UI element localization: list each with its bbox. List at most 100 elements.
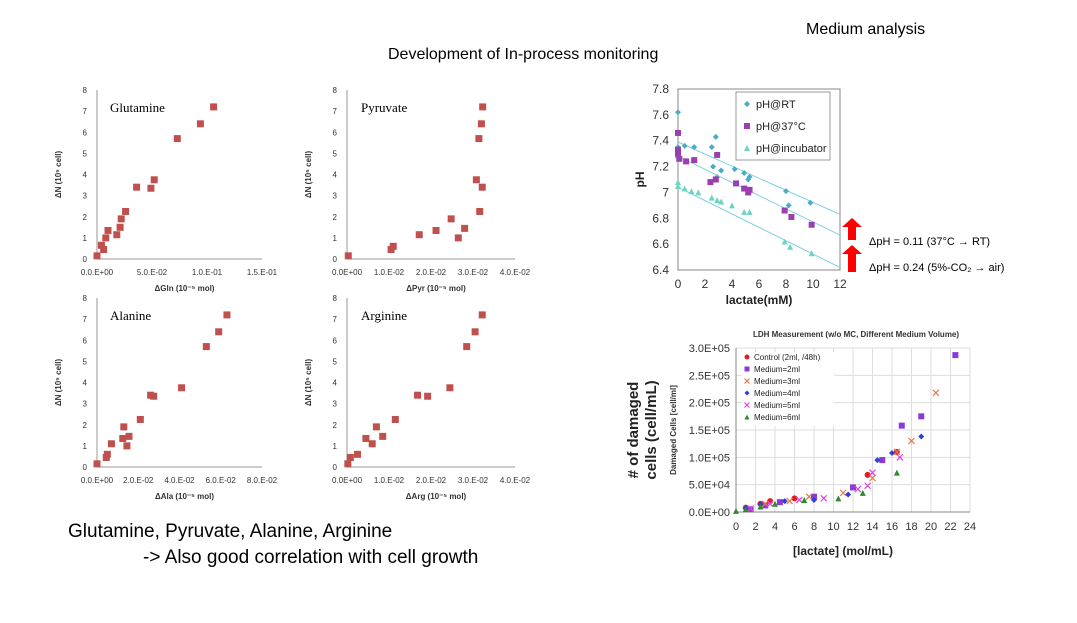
alanine-x-axis-label: ΔAla (10⁻⁵ mol) xyxy=(155,492,214,501)
ph-y-tick-label: 7.2 xyxy=(652,160,669,174)
arginine-y-tick-label: 2 xyxy=(333,421,338,430)
arginine-x-tick-label: 3.0.E-02 xyxy=(458,476,489,485)
ph-series-square-point xyxy=(675,129,681,136)
alanine-data-point xyxy=(178,384,186,392)
ldh-series-medium-2ml-point xyxy=(776,499,783,506)
ph-y-tick-label: 6.6 xyxy=(652,237,669,251)
glutamine-data-point xyxy=(133,183,141,191)
ldh-series-medium-5ml-point xyxy=(896,453,904,461)
ldh-legend-marker xyxy=(744,414,750,420)
ph-series-triangle-point xyxy=(781,238,788,245)
ph-series-square-point xyxy=(781,207,788,214)
glutamine-x-tick-label: 1.5.E-01 xyxy=(247,268,278,277)
ph-y-tick-label: 7 xyxy=(662,185,669,199)
ph-series-triangle-point xyxy=(808,250,815,257)
ldh-series-medium-4ml-point xyxy=(781,498,788,505)
pyruvate-data-point xyxy=(389,242,397,250)
ldh-x-tick-label: 14 xyxy=(866,521,878,533)
ldh-x-axis-label: [lactate] (mol/mL) xyxy=(793,544,893,558)
alanine-y-tick-label: 4 xyxy=(83,379,88,388)
glutamine-y-tick-label: 6 xyxy=(83,128,88,137)
pyruvate-y-tick-label: 0 xyxy=(333,255,338,264)
ph-x-axis-label: lactate(mM) xyxy=(726,293,793,307)
ph-x-tick-label: 0 xyxy=(675,277,682,291)
ldh-series-medium-3ml-point xyxy=(893,448,901,456)
ldh-series-medium-5ml-point xyxy=(820,494,828,502)
ldh-series-medium-5ml-point xyxy=(747,505,755,513)
alanine-data-point xyxy=(223,311,231,319)
glutamine-data-point xyxy=(102,234,110,242)
pyruvate-data-point xyxy=(454,234,462,242)
ph-legend-label: pH@RT xyxy=(756,99,796,111)
glutamine-data-point xyxy=(210,103,218,111)
ph-series-triangle-point xyxy=(718,198,725,205)
ph-series-square-point xyxy=(683,158,690,165)
arginine-y-tick-label: 0 xyxy=(333,463,338,472)
ph-legend-label: pH@incubator xyxy=(756,143,827,155)
ldh-series-medium-4ml-point xyxy=(889,449,895,456)
alanine-data-point xyxy=(93,460,101,468)
ldh-series-control-2ml-48h-point xyxy=(791,495,798,502)
pyruvate-data-point xyxy=(461,224,469,232)
pyruvate-x-axis-label: ΔPyr (10⁻⁵ mol) xyxy=(406,284,466,293)
ph-x-tick-label: 6 xyxy=(756,277,763,291)
glutamine-data-point xyxy=(116,223,124,231)
ldh-series-medium-2ml-point xyxy=(762,502,769,509)
pyruvate-x-tick-label: 0.0E+00 xyxy=(332,268,363,277)
ph-series-diamond-point xyxy=(691,144,698,151)
ph-series-triangle-point xyxy=(675,182,681,189)
ph-series-diamond-point xyxy=(708,144,715,151)
ph-series-square-point xyxy=(788,213,795,220)
alanine-y-tick-label: 1 xyxy=(83,442,88,451)
glutamine-y-tick-label: 4 xyxy=(83,171,88,180)
alanine-y-tick-label: 3 xyxy=(83,400,88,409)
alanine-data-point xyxy=(150,392,158,400)
ph-series-square-point xyxy=(741,185,748,192)
arginine-x-tick-label: 1.0.E-02 xyxy=(374,476,405,485)
ph-series-square-point xyxy=(733,180,740,187)
ph-y-axis-label: pH xyxy=(633,172,647,188)
ph-y-tick-label: 7.4 xyxy=(652,134,669,148)
ldh-x-tick-label: 8 xyxy=(811,521,817,533)
ph-series-triangle-point xyxy=(675,179,681,186)
alanine-y-tick-label: 6 xyxy=(83,336,88,345)
ph-series-diamond-point xyxy=(681,142,688,149)
red-up-arrow-icon xyxy=(842,218,862,240)
glutamine-data-point xyxy=(173,135,181,143)
alanine-plot-label: Alanine xyxy=(110,308,151,323)
pyruvate-y-tick-label: 5 xyxy=(333,149,338,158)
glutamine-data-point xyxy=(97,241,105,249)
ldh-x-tick-label: 22 xyxy=(944,521,956,533)
ph-series-diamond-point xyxy=(712,133,719,140)
ldh-y-tick-label: 1.5E+05 xyxy=(689,425,730,437)
alanine-data-point xyxy=(123,442,131,450)
pyruvate-data-point xyxy=(432,226,440,234)
note-line-2: -> Also good correlation with cell growt… xyxy=(143,547,479,568)
pyruvate-y-tick-label: 8 xyxy=(333,86,338,95)
ph-annotation-2: ΔpH = 0.24 (5%-CO₂ → air) xyxy=(869,262,1005,274)
ldh-y-axis-label: Damaged Cells [cell/ml] xyxy=(669,385,678,475)
ph-y-tick-label: 7.6 xyxy=(652,108,669,122)
ldh-series-medium-4ml-point xyxy=(811,496,817,503)
ph-series-diamond-point xyxy=(675,109,681,116)
ldh-series-medium-3ml-point xyxy=(786,497,794,505)
arginine-data-point xyxy=(446,384,454,392)
alanine-data-point xyxy=(125,432,133,440)
ph-series-triangle-point xyxy=(695,189,702,196)
pyruvate-y-tick-label: 4 xyxy=(333,171,338,180)
glutamine-data-point xyxy=(150,176,158,184)
glutamine-x-tick-label: 1.0.E-01 xyxy=(192,268,223,277)
glutamine-data-point xyxy=(113,231,121,239)
arginine-data-point xyxy=(344,460,352,468)
alanine-x-tick-label: 0.0.E+00 xyxy=(81,476,114,485)
ph-series-square-point xyxy=(675,146,681,153)
glutamine-x-tick-label: 5.0.E-02 xyxy=(137,268,168,277)
glutamine-plot-label: Glutamine xyxy=(110,100,165,115)
ldh-series-medium-6ml-point xyxy=(893,469,900,476)
ldh-series-medium-6ml-point xyxy=(835,495,842,502)
alanine-y-tick-label: 8 xyxy=(83,294,88,303)
arginine-data-point xyxy=(424,392,432,400)
pyruvate-y-tick-label: 2 xyxy=(333,213,338,222)
alanine-y-tick-label: 7 xyxy=(83,315,88,324)
pyruvate-data-point xyxy=(447,215,455,223)
